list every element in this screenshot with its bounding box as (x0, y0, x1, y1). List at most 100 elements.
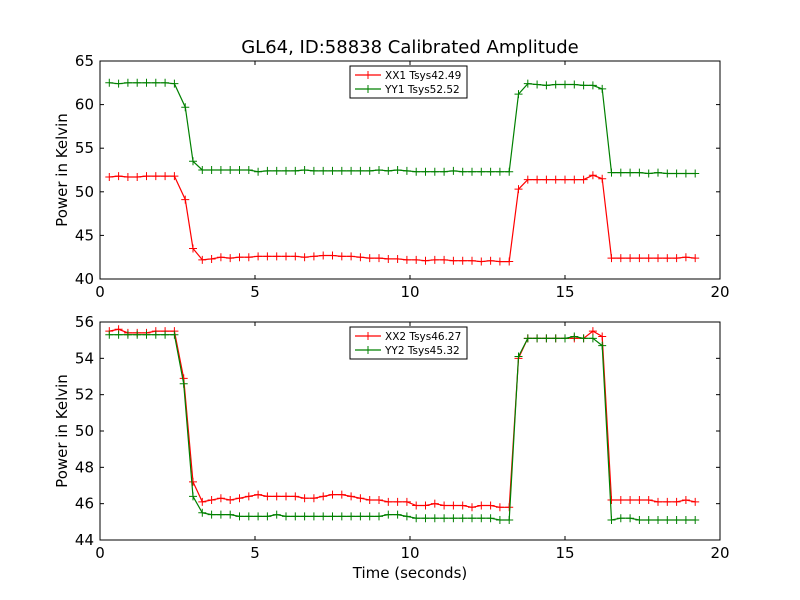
data-point (681, 496, 690, 505)
data-point (319, 492, 328, 501)
data-point (495, 516, 504, 525)
data-point (421, 256, 430, 265)
data-point (626, 496, 635, 505)
data-point (523, 334, 532, 343)
x-tick-label: 5 (250, 283, 260, 301)
data-point (644, 169, 653, 178)
data-point (114, 172, 123, 181)
data-point (133, 330, 142, 339)
data-point (170, 172, 179, 181)
legend-marker (364, 346, 372, 354)
data-point (244, 166, 253, 174)
data-point (244, 253, 253, 262)
data-point (654, 168, 662, 177)
data-point (616, 514, 625, 523)
data-point (412, 514, 421, 523)
data-point (207, 166, 216, 174)
data-point (365, 166, 374, 175)
data-point (421, 501, 430, 510)
data-point (319, 166, 328, 175)
x-tick-label: 20 (710, 283, 729, 301)
data-point (142, 172, 151, 181)
data-point (337, 512, 346, 521)
data-point (477, 167, 486, 176)
data-point (626, 514, 635, 523)
data-point (226, 496, 235, 505)
data-point (105, 330, 114, 339)
data-point (672, 516, 681, 525)
data-point (328, 166, 337, 175)
data-point (393, 510, 402, 519)
data-point (691, 169, 700, 178)
data-point (291, 166, 300, 175)
data-point (291, 512, 300, 521)
x-tick-label: 0 (95, 283, 105, 301)
data-point (309, 252, 318, 261)
data-point (365, 512, 374, 521)
data-point (319, 512, 328, 521)
data-point (282, 166, 290, 175)
data-point (384, 166, 393, 175)
data-point (458, 167, 467, 176)
data-point (235, 494, 244, 503)
data-point (198, 255, 207, 264)
y-axis-label: Power in Kelvin (53, 113, 71, 227)
x-tick-label: 15 (555, 283, 574, 301)
data-point (626, 168, 635, 177)
data-point (151, 78, 160, 87)
series-line (109, 174, 696, 263)
data-point (495, 257, 504, 266)
x-tick-label: 10 (400, 283, 419, 301)
chart-title: GL64, ID:58838 Calibrated Amplitude (241, 37, 579, 58)
data-point (570, 80, 579, 89)
data-point (644, 516, 653, 525)
y-tick-label: 52 (75, 386, 94, 404)
series-line (109, 334, 696, 521)
data-point (440, 167, 449, 176)
data-point (235, 253, 244, 262)
data-point (347, 512, 356, 521)
data-point (412, 255, 421, 264)
data-point (300, 494, 309, 503)
data-point (356, 253, 365, 262)
data-point (300, 512, 309, 521)
data-point (672, 169, 681, 178)
data-point (328, 490, 337, 499)
data-point (263, 492, 272, 501)
data-point (449, 256, 458, 265)
data-point (635, 516, 644, 525)
data-point (356, 494, 365, 503)
x-tick-label: 15 (555, 544, 574, 562)
data-point (309, 512, 318, 521)
x-tick-label: 10 (400, 544, 419, 562)
legend-box (349, 326, 468, 360)
data-point (449, 501, 458, 510)
data-point (588, 327, 597, 336)
y-tick-label: 50 (75, 183, 94, 201)
legend: XX1 Tsys42.49 YY1 Tsys52.52 (349, 65, 468, 99)
data-point (337, 166, 346, 175)
data-point (263, 512, 272, 521)
data-point (254, 490, 263, 499)
data-point (272, 166, 281, 175)
legend: XX2 Tsys46.27 YY2 Tsys45.32 (349, 326, 468, 360)
y-tick-label: 60 (75, 96, 94, 114)
data-point (114, 330, 123, 339)
data-point (133, 78, 142, 87)
data-point (477, 501, 486, 510)
y-tick-label: 46 (75, 495, 94, 513)
data-point (486, 501, 495, 510)
legend-label: XX2 Tsys46.27 (385, 331, 461, 343)
data-point (533, 175, 542, 184)
data-point (468, 167, 476, 176)
data-point (514, 185, 523, 194)
data-point (440, 255, 449, 264)
data-point (226, 254, 235, 263)
data-point (477, 257, 486, 266)
data-point (235, 166, 244, 174)
data-point (402, 497, 411, 506)
data-point (347, 252, 356, 261)
data-point (542, 175, 551, 184)
data-point (561, 334, 569, 343)
